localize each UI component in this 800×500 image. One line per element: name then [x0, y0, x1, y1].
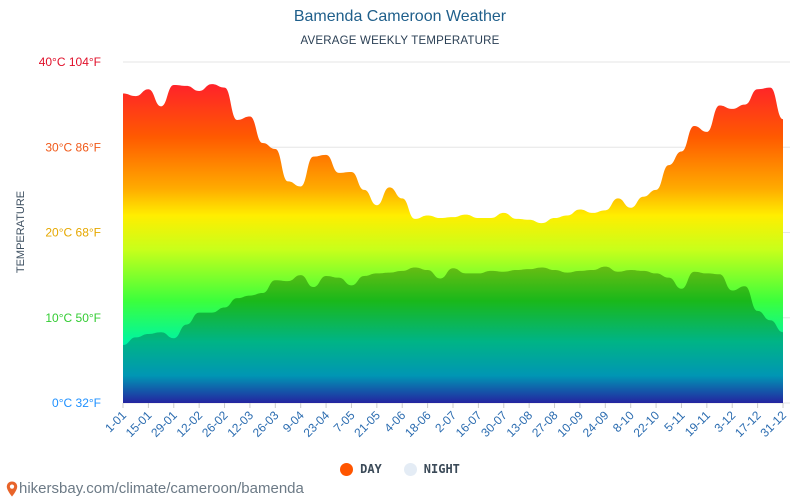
- x-tick-label: 13-08: [504, 408, 536, 440]
- x-tick-label: 17-12: [732, 408, 764, 440]
- x-tick-label: 27-08: [529, 408, 561, 440]
- area-night: [123, 266, 783, 403]
- x-tick-label: 26-02: [199, 408, 231, 440]
- x-tick-label: 30-07: [478, 408, 510, 440]
- y-axis-ticks: 0°C 32°F 10°C 50°F 20°C 68°F 30°C 86°F 40°C …: [39, 55, 101, 410]
- x-tick-label: 12-02: [174, 408, 206, 440]
- y-tick-label: 20°C 68°F: [45, 226, 101, 240]
- x-tick-label: 18-06: [402, 408, 434, 440]
- x-tick-label: 22-10: [631, 408, 663, 440]
- x-tick-label: 21-05: [351, 408, 383, 440]
- x-tick-label: 26-03: [250, 408, 282, 440]
- y-tick-label: 30°C 86°F: [45, 140, 101, 154]
- plot-areas: [123, 84, 783, 403]
- x-tick-label: 23-04: [301, 408, 333, 440]
- x-tick-label: 29-01: [148, 408, 180, 440]
- source-link[interactable]: hikersbay.com/climate/cameroon/bamenda: [6, 480, 304, 497]
- chart-title: Bamenda Cameroon Weather: [293, 8, 507, 25]
- day-marker-icon: [340, 462, 354, 476]
- legend-item-day[interactable]: DAY: [340, 462, 382, 476]
- night-marker-icon: [403, 462, 417, 476]
- legend-day-label: DAY: [360, 462, 382, 476]
- x-axis-ticks: 1-0115-0129-0112-0226-0212-0326-039-0423…: [102, 403, 789, 440]
- legend-night-label: NIGHT: [423, 462, 460, 476]
- x-tick-label: 12-03: [224, 408, 256, 440]
- legend-item-night[interactable]: NIGHT: [403, 462, 460, 476]
- map-pin-icon: [6, 481, 18, 496]
- y-axis-label: TEMPERATURE: [15, 190, 27, 274]
- y-tick-label: 10°C 50°F: [45, 311, 101, 325]
- x-tick-label: 31-12: [758, 408, 790, 440]
- x-tick-label: 16-07: [453, 408, 485, 440]
- x-tick-label: 15-01: [123, 408, 155, 440]
- y-tick-label: 0°C 32°F: [52, 396, 101, 410]
- x-tick-label: 10-09: [554, 408, 586, 440]
- x-tick-label: 24-09: [580, 408, 612, 440]
- legend: DAY NIGHT: [0, 462, 800, 476]
- chart-subtitle: AVERAGE WEEKLY TEMPERATURE: [300, 35, 500, 47]
- x-tick-label: 19-11: [682, 408, 713, 439]
- source-url: hikersbay.com/climate/cameroon/bamenda: [19, 480, 304, 497]
- y-tick-label: 40°C 104°F: [39, 55, 101, 69]
